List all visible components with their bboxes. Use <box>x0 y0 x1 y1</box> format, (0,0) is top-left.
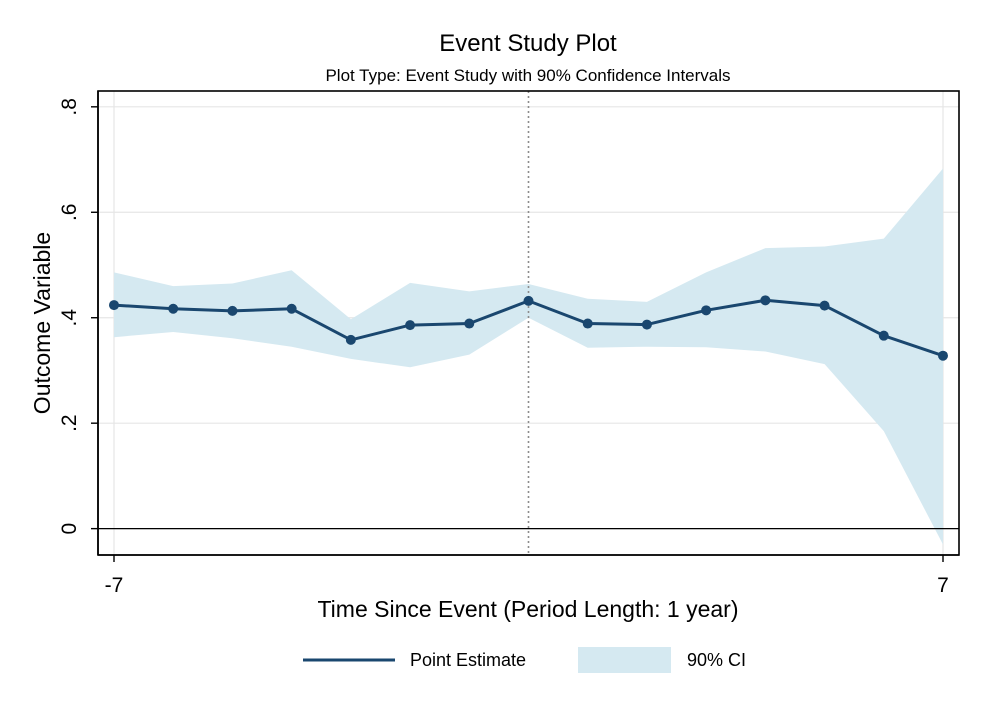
x-tick-label-1: 7 <box>937 574 949 597</box>
point-estimate-markers <box>109 295 948 361</box>
point-estimate-marker-2 <box>227 305 238 316</box>
y-axis: 0 .2 .4 .6 .8 <box>58 91 99 555</box>
point-estimate-marker-8 <box>582 318 593 329</box>
point-estimate-marker-3 <box>286 303 297 314</box>
point-estimate-marker-13 <box>878 330 889 341</box>
y-tick-label-1: .2 <box>58 414 81 432</box>
x-tick-label-0: -7 <box>105 574 124 597</box>
point-estimate-marker-14 <box>938 350 948 361</box>
y-tick-label-0: 0 <box>58 523 81 535</box>
point-estimate-marker-5 <box>405 320 416 331</box>
point-estimate-marker-9 <box>641 319 652 330</box>
y-tick-label-3: .6 <box>58 204 81 222</box>
legend: Point Estimate 90% CI <box>303 647 746 673</box>
chart-title: Event Study Plot <box>439 30 617 57</box>
point-estimate-marker-7 <box>523 295 534 306</box>
point-estimate-marker-1 <box>168 303 179 314</box>
ci-band <box>114 168 943 545</box>
x-axis: -7 7 <box>98 554 959 597</box>
y-tick-label-2: .4 <box>58 309 81 327</box>
x-axis-label: Time Since Event (Period Length: 1 year) <box>317 596 738 622</box>
chart-subtitle: Plot Type: Event Study with 90% Confiden… <box>325 66 730 85</box>
point-estimate-marker-6 <box>464 318 475 329</box>
point-estimate-marker-11 <box>760 295 771 306</box>
y-tick-label-4: .8 <box>58 98 81 116</box>
legend-ci-swatch <box>578 647 671 673</box>
legend-ci-label: 90% CI <box>687 650 746 670</box>
point-estimate-marker-10 <box>701 305 712 316</box>
legend-point-estimate-label: Point Estimate <box>410 650 526 670</box>
point-estimate-marker-4 <box>345 334 356 345</box>
point-estimate-marker-0 <box>109 300 119 311</box>
point-estimate-marker-12 <box>819 300 830 311</box>
y-axis-label: Outcome Variable <box>29 232 55 414</box>
